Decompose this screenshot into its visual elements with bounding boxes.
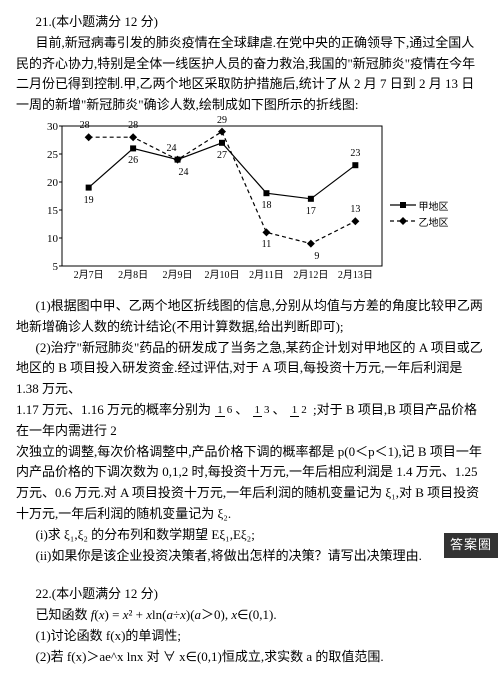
q21-header: 21.(本小题满分 12 分) [16,12,484,33]
data-label: 9 [314,249,319,265]
y-tick: 30 [38,119,58,137]
y-tick: 20 [38,175,58,193]
q21-p1: 目前,新冠病毒引发的肺炎疫情在全球肆虐.在党中央的正确领导下,通过全国人民的齐心… [16,33,484,116]
q22-header: 22.(本小题满分 12 分) [16,584,484,605]
frac-3: 12 [290,405,309,416]
y-tick: 5 [38,259,58,277]
data-label: 23 [350,146,360,162]
data-label: 24 [167,141,177,157]
y-tick: 10 [38,231,58,249]
data-label: 11 [262,237,272,253]
x-tick: 2月8日 [118,268,148,284]
x-tick: 2月9日 [163,268,193,284]
q21-subii: (ii)如果你是该企业投资决策者,将做出怎样的决策？请写出决策理由. [16,546,484,567]
data-label: 13 [350,202,360,218]
x-tick: 2月13日 [338,268,373,284]
x-tick: 2月12日 [293,268,328,284]
data-label: 17 [306,204,316,220]
x-tick: 2月11日 [249,268,284,284]
data-label: 27 [217,148,227,164]
q21-sub2c: 次独立的调整,每次价格调整中,产品价格下调的概率都是 p(0＜p＜1),记 B … [16,442,484,525]
data-label: 28 [128,118,138,134]
frac-2: 13 [253,405,272,416]
line-chart: 5 10 15 20 25 30 2月7日 2月8日 2月9日 2月10日 2月11日 2月12日 2月… [30,120,470,290]
chart-legend: 甲地区 乙地区 [390,200,449,232]
data-label: 29 [217,113,227,129]
q22-sub1: (1)讨论函数 f(x)的单调性; [16,626,484,647]
x-tick: 2月7日 [74,268,104,284]
q22-sub2: (2)若 f(x)＞ae^x lnx 对 ∀ x∈(0,1)恒成立,求实数 a … [16,647,484,668]
y-tick: 25 [38,147,58,165]
sub2b-pre: 1.17 万元、1.16 万元的概率分别为 [16,402,211,417]
q21-sub1: (1)根据图中甲、乙两个地区折线图的信息,分别从均值与方差的角度比较甲乙两地新增… [16,296,484,338]
q21-sub2b: 1.17 万元、1.16 万元的概率分别为 16、 13、 12 ;对于 B 项… [16,400,484,442]
data-label: 19 [84,193,94,209]
frac-1: 16 [215,405,234,416]
watermark-badge: 答案圈 [444,533,498,558]
data-label: 28 [80,118,90,134]
x-tick: 2月10日 [205,268,240,284]
y-tick: 15 [38,203,58,221]
data-label: 26 [128,153,138,169]
data-label: 24 [179,165,189,181]
data-label: 18 [261,198,271,214]
q21-sub2a: (2)治疗"新冠肺炎"药品的研发成了当务之急,某药企计划对甲地区的 A 项目或乙… [16,338,484,400]
q22-p1: 已知函数 f(x) = x² + xln(a÷x)(a＞0), x∈(0,1). [16,605,484,626]
q21-subi: (i)求 ξ₁,ξ₂ 的分布列和数学期望 Eξ₁,Eξ₂; [16,525,484,546]
